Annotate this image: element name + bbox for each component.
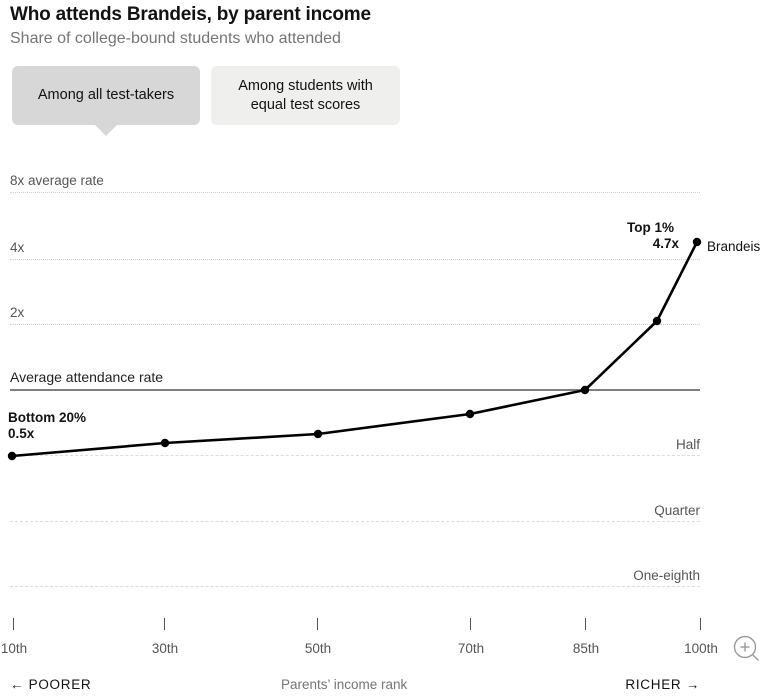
- gridline-one-eighth: [10, 586, 700, 587]
- ylabel-half: Half: [675, 437, 700, 452]
- gridline-4x: [10, 259, 700, 260]
- x-axis-tick: [470, 618, 471, 630]
- ylabel-one-eighth: One-eighth: [633, 568, 700, 583]
- ylabel-8x: 8x average rate: [10, 173, 104, 188]
- annotation-bottom-label: Bottom 20%: [8, 410, 87, 425]
- gridline-average: [10, 389, 700, 391]
- tab-among-students-with-equal-test-scores[interactable]: Among students with equal test scores: [211, 66, 400, 125]
- magnifier-plus-icon[interactable]: [731, 633, 761, 663]
- data-point[interactable]: [7, 451, 17, 461]
- ylabel-average-attendance-rate: Average attendance rate: [10, 369, 164, 385]
- data-point[interactable]: [465, 409, 475, 419]
- gridline-2x: [10, 324, 700, 325]
- tab-among-all-test-takers[interactable]: Among all test-takers: [12, 66, 200, 136]
- axis-title: Parents’ income rank: [281, 677, 408, 692]
- x-axis-tick: [700, 618, 701, 630]
- x-axis-tick-label: 30th: [151, 641, 179, 656]
- axis-direction-richer: RICHER →: [625, 677, 700, 692]
- ylabel-2x: 2x: [10, 305, 25, 320]
- ylabel-4x: 4x: [10, 240, 25, 255]
- annotation-top-value: 4.7x: [652, 236, 679, 251]
- gridline-quarter: [10, 521, 700, 522]
- tab-label: Among all test-takers: [37, 87, 175, 104]
- page-title: Who attends Brandeis, by parent income: [10, 4, 371, 25]
- gridline-8x: [10, 192, 700, 193]
- x-axis-tick: [164, 618, 165, 630]
- ylabel-quarter: Quarter: [654, 503, 700, 518]
- x-axis-tick: [317, 618, 318, 630]
- axis-direction-poorer: ← POORER: [10, 677, 92, 692]
- data-point[interactable]: [692, 237, 702, 247]
- data-point[interactable]: [160, 438, 170, 448]
- x-axis-tick: [13, 618, 14, 630]
- gridline-half: [10, 455, 700, 456]
- x-axis-tick: [585, 618, 586, 630]
- tab-active-pointer-icon: [95, 125, 117, 136]
- x-axis-tick-label: 100th: [684, 641, 718, 656]
- annotation-top-label: Top 1%: [627, 220, 674, 235]
- x-axis-tick-label: 50th: [304, 641, 332, 656]
- series-endpoint-label: Brandeis: [707, 239, 761, 254]
- x-axis-tick-label: 70th: [457, 641, 485, 656]
- annotation-bottom-value: 0.5x: [8, 426, 35, 441]
- data-point[interactable]: [313, 429, 323, 439]
- page-subtitle: Share of college-bound students who atte…: [10, 30, 341, 47]
- x-axis-tick-label: 85th: [572, 641, 600, 656]
- tab-label: Among students with equal test scores: [238, 77, 373, 113]
- x-axis-tick-label: 10th: [0, 641, 28, 656]
